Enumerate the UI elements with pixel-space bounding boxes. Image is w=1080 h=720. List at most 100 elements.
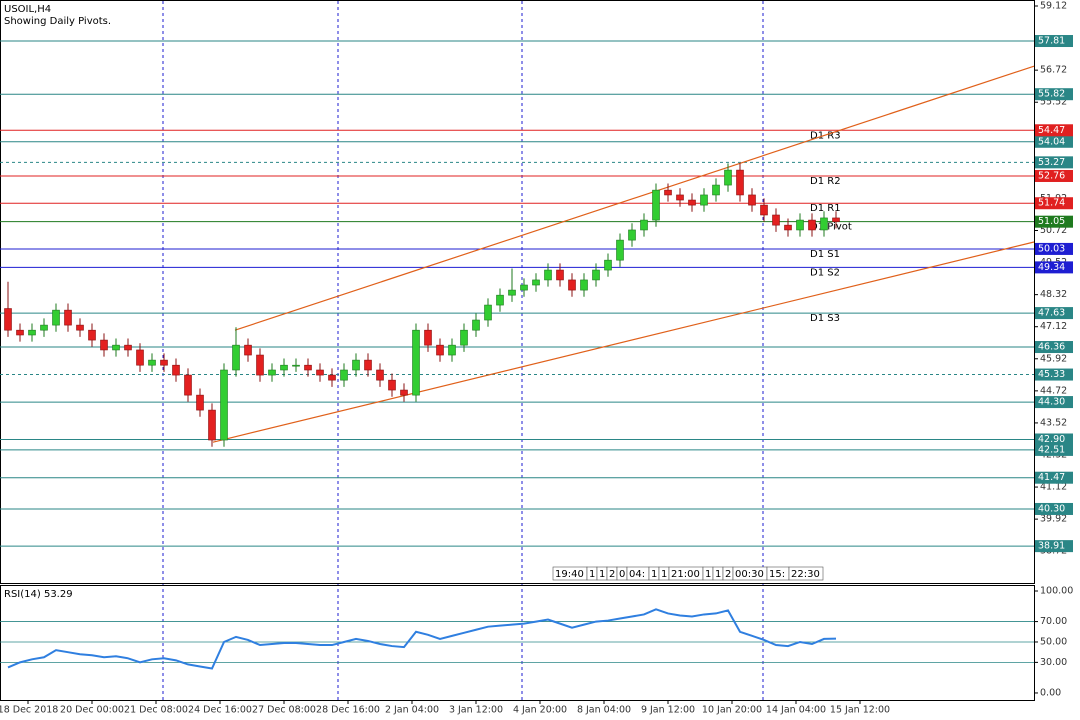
x-tick-label: 9 Jan 12:00 bbox=[641, 705, 695, 716]
candle-body bbox=[664, 189, 672, 196]
candle-body bbox=[400, 389, 408, 396]
candle-body bbox=[232, 344, 240, 371]
candle-body bbox=[40, 324, 48, 331]
candle-body bbox=[112, 344, 120, 351]
pivot-label: 51.74 bbox=[1038, 198, 1065, 209]
candle-body bbox=[520, 284, 528, 291]
candle-body bbox=[568, 279, 576, 291]
level-box bbox=[1035, 443, 1073, 456]
y-tick-label: 44.72 bbox=[1040, 385, 1067, 396]
pivot-name: D1 S3 bbox=[810, 313, 840, 324]
x-tick-label: 14 Jan 04:00 bbox=[766, 705, 826, 716]
level-box bbox=[1035, 135, 1073, 148]
candle-body bbox=[832, 217, 840, 222]
candle-body bbox=[172, 364, 180, 376]
candle-body bbox=[784, 224, 792, 231]
candle-body bbox=[340, 369, 348, 381]
time-marker: 0 bbox=[619, 569, 625, 580]
rsi-tick-label: 100.00 bbox=[1040, 585, 1073, 596]
x-tick-label: 18 Dec 2018 bbox=[0, 705, 58, 716]
pivot-name: D1 R3 bbox=[810, 130, 841, 141]
level-box bbox=[1035, 433, 1073, 446]
candle-body bbox=[424, 329, 432, 346]
candle-body bbox=[292, 364, 300, 367]
price-pane-border bbox=[0, 0, 1035, 584]
rsi-line bbox=[7, 608, 837, 670]
candle-body bbox=[676, 194, 684, 201]
candle-body bbox=[628, 229, 636, 241]
candle-body bbox=[772, 214, 780, 226]
time-marker: 04: bbox=[629, 569, 645, 580]
candle-body bbox=[508, 289, 516, 296]
chart-title: USOIL,H4 bbox=[4, 4, 51, 15]
level-label: 53.27 bbox=[1038, 157, 1065, 168]
rsi-tick-label: 30.00 bbox=[1040, 657, 1067, 668]
level-label: 38.91 bbox=[1038, 541, 1065, 552]
pivot-box bbox=[1035, 242, 1073, 255]
pivot-label: 54.47 bbox=[1038, 125, 1065, 136]
level-label: 45.33 bbox=[1038, 369, 1065, 380]
candle-body bbox=[472, 319, 480, 331]
candle-body bbox=[256, 354, 264, 376]
y-tick-label: 47.12 bbox=[1040, 321, 1067, 332]
x-tick-label: 15 Jan 12:00 bbox=[830, 705, 890, 716]
candle-body bbox=[76, 324, 84, 331]
candle-body bbox=[280, 364, 288, 371]
candle-body bbox=[148, 359, 156, 366]
candle-body bbox=[4, 308, 12, 331]
pivot-box bbox=[1035, 169, 1073, 182]
x-tick-label: 4 Jan 20:00 bbox=[513, 705, 567, 716]
candle-body bbox=[436, 344, 444, 356]
time-marker: 1 bbox=[705, 569, 711, 580]
candle-body bbox=[604, 259, 612, 271]
candle-body bbox=[820, 217, 828, 231]
pivot-name: D1 Pivot bbox=[810, 222, 852, 233]
level-label: 54.04 bbox=[1038, 136, 1065, 147]
candle-body bbox=[448, 344, 456, 356]
candle-body bbox=[28, 329, 36, 336]
level-box bbox=[1035, 341, 1073, 354]
candle-body bbox=[760, 204, 768, 216]
pivot-label: 51.05 bbox=[1038, 216, 1065, 227]
time-marker: 2 bbox=[725, 569, 731, 580]
time-marker: 1 bbox=[599, 569, 605, 580]
level-box bbox=[1035, 471, 1073, 484]
x-tick-label: 2 Jan 04:00 bbox=[385, 705, 439, 716]
candle-body bbox=[376, 369, 384, 381]
candle-body bbox=[64, 309, 72, 326]
y-tick-label: 45.92 bbox=[1040, 353, 1067, 364]
candle-body bbox=[796, 219, 804, 231]
time-marker: 1 bbox=[661, 569, 667, 580]
candle-body bbox=[556, 269, 564, 281]
candle-body bbox=[700, 194, 708, 206]
candle-body bbox=[268, 369, 276, 376]
x-tick-label: 27 Dec 08:00 bbox=[252, 705, 316, 716]
candle-body bbox=[532, 279, 540, 286]
level-box bbox=[1035, 35, 1073, 48]
y-tick-label: 55.52 bbox=[1040, 97, 1067, 108]
level-box bbox=[1035, 540, 1073, 553]
candle-body bbox=[364, 359, 372, 371]
candle-body bbox=[220, 369, 228, 441]
rsi-tick-label: 70.00 bbox=[1040, 616, 1067, 627]
time-marker-box bbox=[788, 566, 824, 581]
level-box bbox=[1035, 502, 1073, 515]
y-tick-label: 48.32 bbox=[1040, 289, 1067, 300]
x-tick-label: 20 Dec 00:00 bbox=[60, 705, 124, 716]
pivot-label: 52.76 bbox=[1038, 170, 1065, 181]
rsi-tick-label: 0.00 bbox=[1040, 687, 1061, 698]
rsi-tick-label: 50.00 bbox=[1040, 636, 1067, 647]
candle-body bbox=[808, 219, 816, 231]
candle-body bbox=[652, 189, 660, 221]
candle-body bbox=[328, 374, 336, 381]
time-marker: 21:00 bbox=[671, 569, 700, 580]
candle-body bbox=[352, 359, 360, 371]
candle-body bbox=[100, 339, 108, 351]
y-tick-label: 41.12 bbox=[1040, 482, 1067, 493]
candle-body bbox=[388, 379, 396, 391]
candle-body bbox=[52, 309, 60, 326]
x-tick-label: 3 Jan 12:00 bbox=[449, 705, 503, 716]
level-label: 42.51 bbox=[1038, 444, 1065, 455]
